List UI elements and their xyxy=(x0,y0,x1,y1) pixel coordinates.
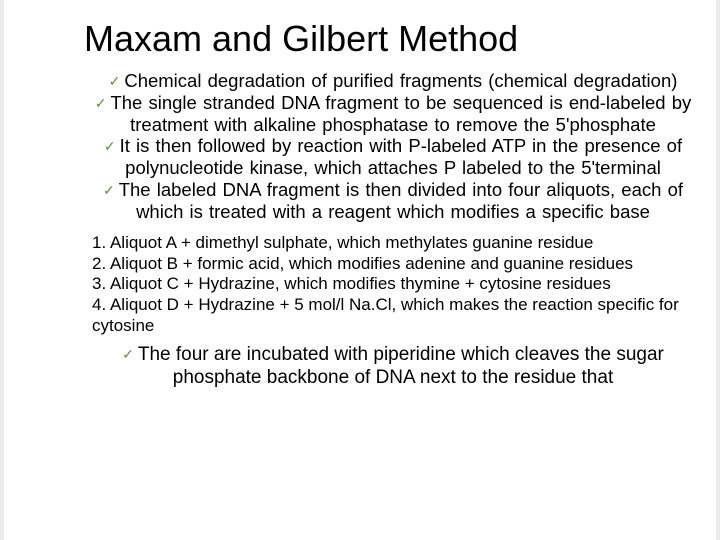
bullet-text: The labeled DNA fragment is then divided… xyxy=(119,179,683,222)
numbered-list: 1. Aliquot A + dimethyl sulphate, which … xyxy=(92,233,694,337)
numbered-item: 1. Aliquot A + dimethyl sulphate, which … xyxy=(92,233,694,254)
bullet-text: Chemical degradation of purified fragmen… xyxy=(124,70,677,91)
bullet-text: It is then followed by reaction with P-l… xyxy=(120,135,683,178)
slide-title: Maxam and Gilbert Method xyxy=(84,18,698,60)
bullet-text: The four are incubated with piperidine w… xyxy=(138,344,664,387)
top-bullet-block: ✓Chemical degradation of purified fragme… xyxy=(88,70,698,223)
bottom-bullet-block: ✓The four are incubated with piperidine … xyxy=(88,344,698,389)
check-icon: ✓ xyxy=(109,73,121,89)
check-icon: ✓ xyxy=(104,138,116,154)
check-icon: ✓ xyxy=(95,95,107,111)
check-icon: ✓ xyxy=(122,346,134,362)
check-icon: ✓ xyxy=(103,182,115,198)
numbered-item: 3. Aliquot C + Hydrazine, which modifies… xyxy=(92,274,694,295)
bullet-text: The single stranded DNA fragment to be s… xyxy=(110,92,691,135)
numbered-item: 2. Aliquot B + formic acid, which modifi… xyxy=(92,254,694,275)
numbered-item: 4. Aliquot D + Hydrazine + 5 mol/l Na.Cl… xyxy=(92,295,694,336)
